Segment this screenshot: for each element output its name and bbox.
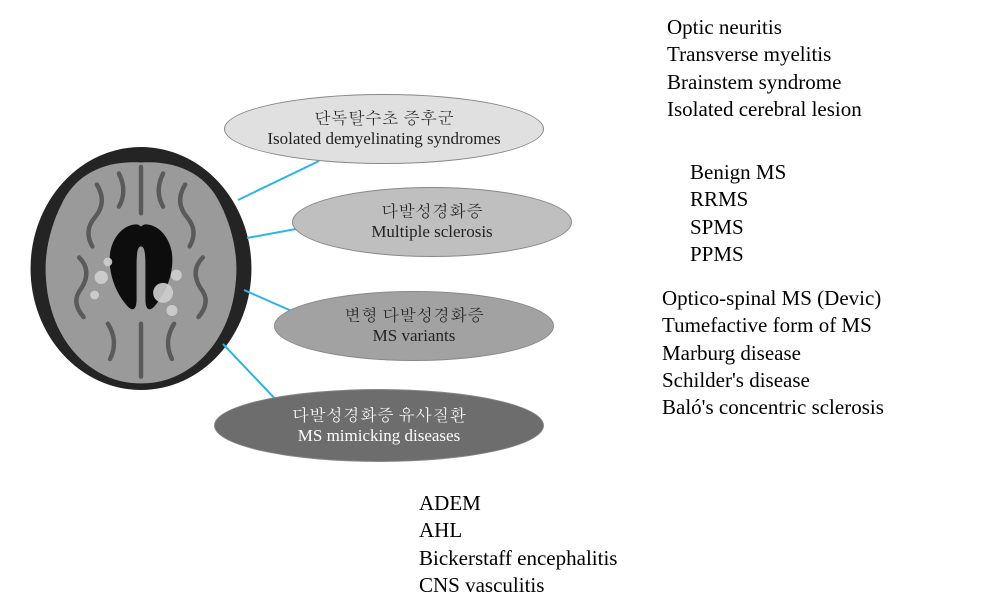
category-ellipse-variants: 변형 다발성경화증MS variants: [274, 291, 554, 361]
text-list-isolated-list: Optic neuritis Transverse myelitis Brain…: [667, 14, 862, 123]
ellipse-label-ko: 다발성경화증 유사질환: [292, 406, 466, 426]
ellipse-label-ko: 다발성경화증: [381, 202, 483, 222]
text-list-ms-list: Benign MS RRMS SPMS PPMS: [690, 159, 786, 268]
ellipse-label-ko: 변형 다발성경화증: [344, 306, 484, 326]
ellipse-label-en: MS variants: [373, 326, 456, 346]
ellipse-label-ko: 단독탈수초 증후군: [314, 109, 454, 129]
ellipse-label-en: Multiple sclerosis: [371, 222, 492, 242]
text-list-mimicking-list: ADEM AHL Bickerstaff encephalitis CNS va…: [419, 490, 617, 599]
ellipse-label-en: Isolated demyelinating syndromes: [267, 129, 500, 149]
category-ellipse-ms: 다발성경화증Multiple sclerosis: [292, 187, 572, 257]
ellipse-label-en: MS mimicking diseases: [298, 426, 460, 446]
category-ellipse-isolated: 단독탈수초 증후군Isolated demyelinating syndrome…: [224, 94, 544, 164]
text-list-variants-list: Optico-spinal MS (Devic) Tumefactive for…: [662, 285, 884, 421]
category-ellipse-mimicking: 다발성경화증 유사질환MS mimicking diseases: [214, 389, 544, 462]
brain-svg: [30, 147, 252, 390]
